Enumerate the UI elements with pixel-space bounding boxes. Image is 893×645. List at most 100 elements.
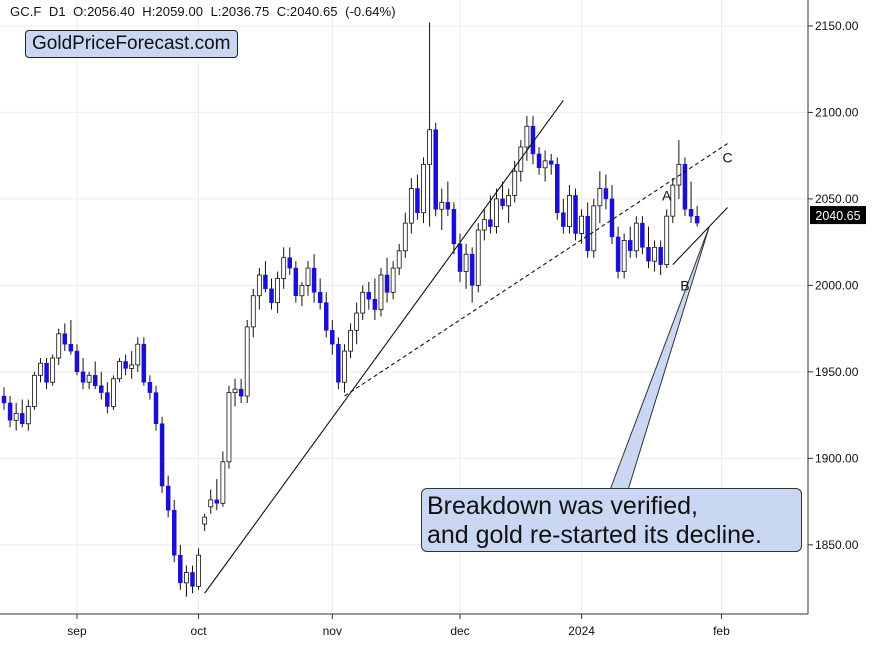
candle-down: [694, 215, 700, 224]
y-tick-label: 2100.00: [815, 105, 859, 119]
candle-down: [323, 302, 329, 331]
candle-down: [7, 402, 13, 421]
candle-down: [548, 160, 554, 165]
candle-up: [621, 240, 627, 272]
candle-up: [652, 246, 657, 262]
candle-down: [171, 509, 177, 556]
change-value: (-0.64%): [345, 4, 396, 19]
candle-up: [402, 222, 408, 252]
candle-up: [32, 374, 37, 407]
candle-down: [123, 361, 128, 369]
timeframe: D1: [48, 4, 66, 19]
candle-down: [573, 195, 578, 234]
candle-down: [159, 423, 165, 487]
candle-down: [609, 198, 615, 238]
candle-down: [366, 292, 372, 300]
candle-down: [488, 219, 493, 227]
callout-line-2: and gold re-started its decline.: [427, 521, 762, 549]
candle-down: [627, 240, 633, 252]
x-tick-label: nov: [323, 624, 342, 638]
candle-down: [646, 247, 651, 262]
candle-down: [640, 222, 645, 248]
candle-down: [214, 499, 220, 504]
candle-up: [670, 184, 676, 217]
candle-up: [439, 201, 445, 210]
candle-up: [633, 222, 639, 252]
candle-down: [62, 333, 68, 345]
x-tick-label: oct: [191, 624, 208, 638]
close-value: C:2040.65: [276, 4, 338, 19]
candle-up: [56, 333, 62, 359]
candle-down: [372, 298, 378, 310]
candle-down: [99, 385, 104, 393]
candle-down: [165, 485, 171, 511]
candle-down: [555, 164, 560, 213]
candle-up: [208, 499, 214, 508]
candle-up: [281, 257, 287, 279]
candle-up: [579, 215, 584, 234]
candle-up: [86, 374, 92, 383]
candle-up: [220, 461, 226, 504]
candle-up: [13, 412, 19, 421]
candle-down: [238, 388, 244, 397]
candle-up: [25, 406, 31, 425]
wave-label-c: C: [722, 150, 732, 166]
last-price-box: [810, 206, 866, 225]
candle-up: [196, 554, 201, 587]
candle-down: [603, 188, 609, 200]
candle-up: [481, 219, 487, 231]
candle-down: [269, 288, 274, 303]
candle-down: [415, 188, 420, 213]
candle-up: [542, 160, 548, 169]
candle-down: [293, 267, 299, 297]
candle-up: [664, 215, 670, 266]
candle-up: [232, 388, 238, 394]
candle-up: [512, 170, 518, 196]
candle-down: [74, 350, 80, 373]
trendline: [204, 99, 564, 594]
candle-up: [183, 572, 189, 584]
x-tick-label: dec: [450, 624, 469, 638]
y-tick-label: 2050.00: [815, 192, 859, 206]
candle-up: [408, 188, 414, 224]
candle-down: [682, 164, 688, 210]
candle-down: [317, 292, 323, 303]
candle-down: [105, 392, 110, 407]
candle-up: [360, 291, 366, 314]
candle-down: [336, 343, 341, 383]
candle-up: [275, 278, 281, 304]
x-tick-label: feb: [713, 624, 730, 638]
candle-down: [178, 554, 183, 584]
candle-up: [38, 362, 43, 376]
x-tick-label: sep: [67, 624, 87, 638]
candle-down: [263, 274, 268, 290]
callout-box: Breakdown was verified, and gold re-star…: [421, 488, 802, 552]
candle-up: [524, 125, 530, 148]
candle-up: [226, 392, 232, 463]
candle-down: [80, 371, 86, 383]
trendline-dashed: [344, 143, 728, 397]
x-tick-label: 2024: [568, 624, 595, 638]
candle-up: [396, 250, 402, 269]
candle-down: [451, 209, 457, 245]
trendline: [672, 207, 728, 266]
candle-up: [378, 274, 384, 310]
candle-down: [44, 362, 49, 383]
candle-down: [190, 572, 195, 587]
candle-up: [305, 267, 311, 286]
y-tick-label: 1900.00: [815, 451, 859, 465]
candle-up: [202, 516, 208, 525]
candle-down: [469, 253, 475, 286]
low-value: L:2036.75: [210, 4, 270, 19]
candle-up: [256, 274, 262, 297]
candle-up: [342, 350, 347, 383]
candle-down: [658, 247, 663, 265]
candle-up: [463, 253, 469, 272]
candle-up: [427, 129, 433, 165]
candle-down: [457, 243, 463, 272]
candle-down: [615, 236, 621, 272]
candle-down: [688, 209, 694, 217]
candle-down: [330, 330, 335, 345]
brand-logo[interactable]: GoldPriceForecast.com: [25, 30, 238, 58]
candle-up: [597, 188, 603, 207]
